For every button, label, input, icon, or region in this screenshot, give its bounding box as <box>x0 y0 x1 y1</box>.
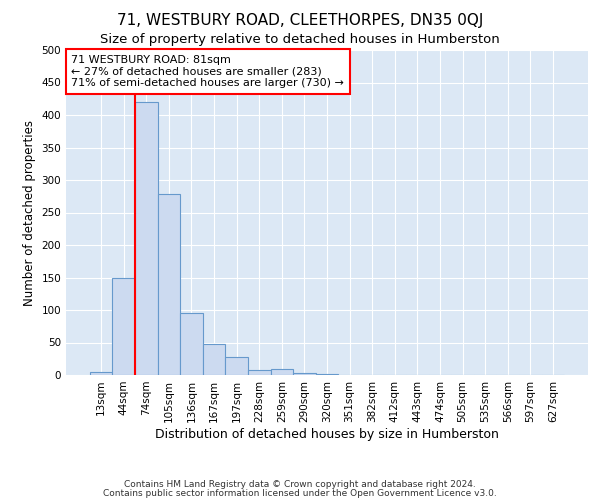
Bar <box>316 374 338 375</box>
Bar <box>248 370 271 375</box>
Bar <box>90 372 112 375</box>
Text: 71 WESTBURY ROAD: 81sqm
← 27% of detached houses are smaller (283)
71% of semi-d: 71 WESTBURY ROAD: 81sqm ← 27% of detache… <box>71 55 344 88</box>
Y-axis label: Number of detached properties: Number of detached properties <box>23 120 36 306</box>
Bar <box>203 344 226 375</box>
Bar <box>158 194 180 375</box>
Bar <box>112 278 135 375</box>
Bar <box>135 102 158 375</box>
Bar <box>226 358 248 375</box>
Text: Contains HM Land Registry data © Crown copyright and database right 2024.: Contains HM Land Registry data © Crown c… <box>124 480 476 489</box>
Text: 71, WESTBURY ROAD, CLEETHORPES, DN35 0QJ: 71, WESTBURY ROAD, CLEETHORPES, DN35 0QJ <box>117 12 483 28</box>
Bar <box>271 368 293 375</box>
X-axis label: Distribution of detached houses by size in Humberston: Distribution of detached houses by size … <box>155 428 499 440</box>
Bar <box>293 373 316 375</box>
Text: Contains public sector information licensed under the Open Government Licence v3: Contains public sector information licen… <box>103 488 497 498</box>
Bar <box>180 313 203 375</box>
Text: Size of property relative to detached houses in Humberston: Size of property relative to detached ho… <box>100 32 500 46</box>
